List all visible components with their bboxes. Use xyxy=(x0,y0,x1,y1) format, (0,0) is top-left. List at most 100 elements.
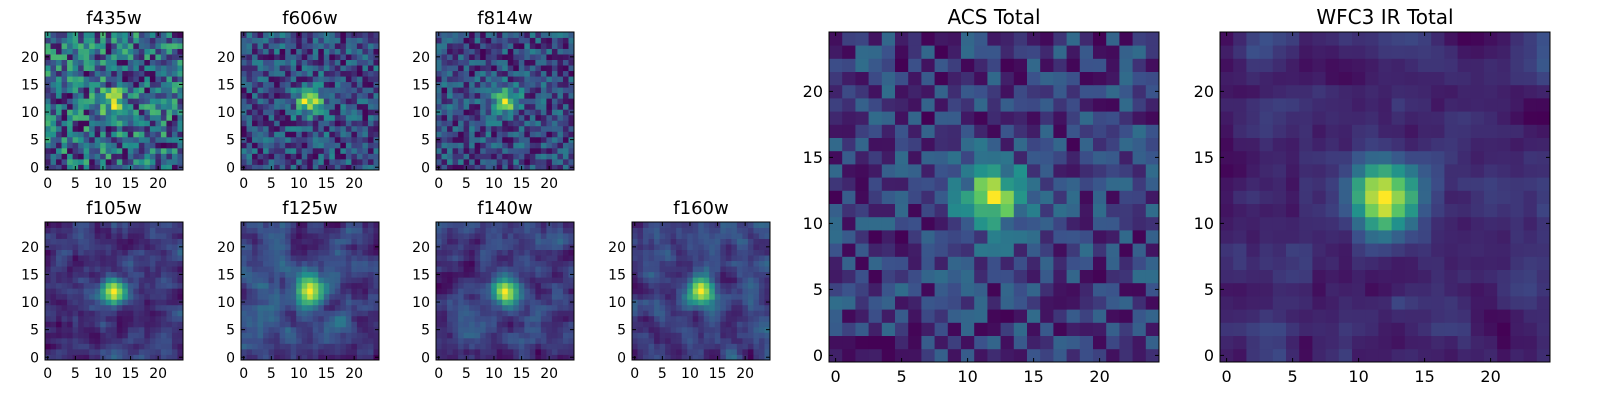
heatmap-cell xyxy=(241,153,247,160)
heatmap-cell xyxy=(329,266,336,273)
heatmap-cell xyxy=(45,125,51,132)
heatmap-cell xyxy=(676,288,683,295)
heatmap-cell xyxy=(568,321,575,328)
heatmap-cell xyxy=(698,271,705,278)
heatmap-cell xyxy=(535,271,542,278)
heatmap-cell xyxy=(485,326,492,333)
heatmap-cell xyxy=(78,260,85,267)
heatmap-cell xyxy=(133,131,140,138)
heatmap-cell xyxy=(1000,348,1015,363)
heatmap-cell xyxy=(94,131,101,138)
heatmap-cell xyxy=(318,65,325,72)
heatmap-cell xyxy=(56,114,62,121)
heatmap-cell xyxy=(947,190,962,204)
heatmap-cell xyxy=(687,310,694,317)
heatmap-cell xyxy=(485,249,492,256)
heatmap-cell xyxy=(111,222,118,228)
heatmap-cell xyxy=(166,321,173,328)
heatmap-cell xyxy=(171,136,178,143)
heatmap-cell xyxy=(177,32,184,38)
heatmap-cell xyxy=(908,256,922,270)
heatmap-cell xyxy=(469,120,476,127)
heatmap-cell xyxy=(122,332,129,339)
heatmap-cell xyxy=(551,255,558,262)
heatmap-cell xyxy=(318,271,325,278)
heatmap-cell xyxy=(1040,243,1054,257)
heatmap-cell xyxy=(491,142,498,149)
heatmap-cell xyxy=(356,288,363,295)
heatmap-cell xyxy=(94,32,101,38)
heatmap-cell xyxy=(1013,230,1028,244)
heatmap-cell xyxy=(171,354,178,361)
heatmap-cell xyxy=(373,87,380,94)
heatmap-cell xyxy=(742,299,749,306)
heatmap-cell xyxy=(345,321,352,328)
heatmap-cell xyxy=(436,92,442,99)
heatmap-cell xyxy=(100,304,107,311)
heatmap-cell xyxy=(458,299,464,306)
heatmap-cell xyxy=(160,233,167,239)
heatmap-cell xyxy=(496,59,503,66)
heatmap-cell xyxy=(868,203,883,218)
heatmap-cell xyxy=(155,233,162,239)
heatmap-cell xyxy=(1132,243,1147,257)
heatmap-cell xyxy=(507,299,514,306)
heatmap-cell xyxy=(334,70,341,77)
heatmap-cell xyxy=(78,87,85,94)
heatmap-cell xyxy=(842,203,856,218)
heatmap-cell xyxy=(742,337,749,344)
heatmap-cell xyxy=(56,354,62,361)
heatmap-cell xyxy=(551,337,558,344)
heatmap-cell xyxy=(263,348,269,355)
heatmap-cell xyxy=(285,120,292,127)
heatmap-cell xyxy=(562,337,569,344)
heatmap-cell xyxy=(742,343,749,350)
heatmap-cell xyxy=(485,65,492,72)
heatmap-cell xyxy=(50,70,57,77)
heatmap-cell xyxy=(111,227,118,234)
heatmap-cell xyxy=(540,222,547,228)
heatmap-cells xyxy=(241,32,380,171)
heatmap-cell xyxy=(307,109,314,116)
heatmap-cell xyxy=(908,348,922,363)
heatmap-cell xyxy=(307,114,314,121)
heatmap-cell xyxy=(138,37,145,44)
heatmap-cell xyxy=(654,299,660,306)
heatmap-cell xyxy=(551,332,558,339)
heatmap-cell xyxy=(562,348,569,355)
heatmap-cell xyxy=(665,238,672,245)
heatmap-cell xyxy=(452,288,459,295)
heatmap-cell xyxy=(568,37,575,44)
heatmap-cell xyxy=(263,233,269,239)
heatmap-cell xyxy=(155,244,162,250)
heatmap-cell xyxy=(257,288,264,295)
heatmap-cell xyxy=(1027,282,1041,297)
heatmap-cell xyxy=(703,326,710,333)
heatmap-cell xyxy=(351,114,358,121)
heatmap-cell xyxy=(334,147,341,154)
heatmap-cell xyxy=(312,37,319,44)
heatmap-cell xyxy=(551,76,558,83)
heatmap-cell xyxy=(133,153,140,160)
heatmap-cell xyxy=(665,244,672,250)
heatmap-cell xyxy=(529,153,536,160)
heatmap-cell xyxy=(323,343,330,350)
heatmap-cell xyxy=(78,59,85,66)
heatmap-cell xyxy=(105,227,112,234)
heatmap-cell xyxy=(111,260,118,267)
heatmap-cell xyxy=(557,255,564,262)
heatmap-cell xyxy=(643,326,649,333)
heatmap-cell xyxy=(557,343,564,350)
heatmap-cell xyxy=(513,326,520,333)
heatmap-cell xyxy=(557,153,564,160)
heatmap-cell xyxy=(469,98,476,105)
heatmap-cell xyxy=(546,249,553,256)
heatmap-cell xyxy=(149,337,156,344)
heatmap-cell xyxy=(301,70,308,77)
heatmap-cell xyxy=(474,266,481,273)
heatmap-cell xyxy=(111,249,118,256)
heatmap-cell xyxy=(665,260,672,267)
heatmap-cell xyxy=(340,98,347,105)
heatmap-cell xyxy=(670,266,677,273)
heatmap-cell xyxy=(764,277,771,284)
